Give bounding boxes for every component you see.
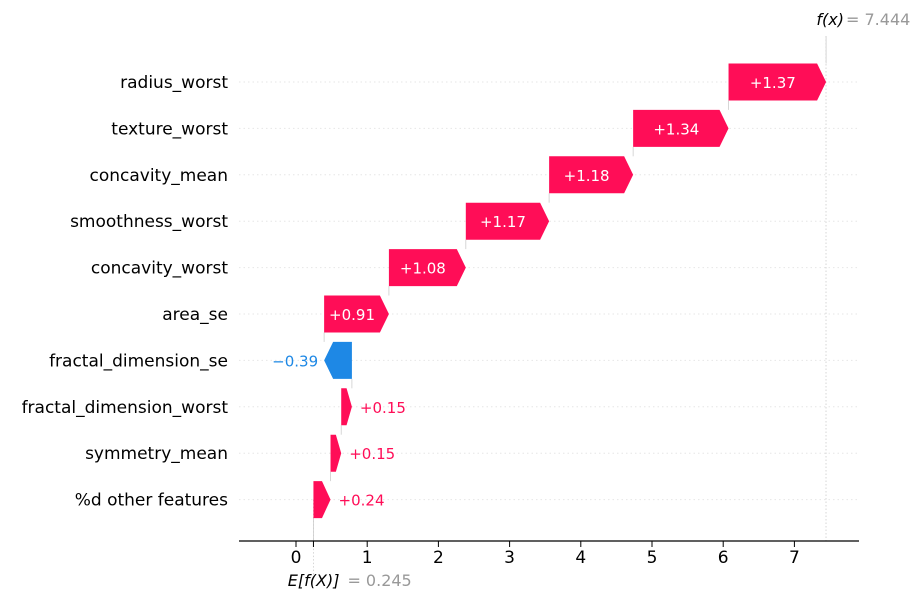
bar-positive bbox=[549, 156, 634, 194]
feature-label: fractal_dimension_se bbox=[49, 351, 228, 371]
bar-positive bbox=[330, 434, 342, 472]
x-tick-label: 3 bbox=[504, 548, 515, 568]
value-label: +1.18 bbox=[564, 167, 610, 185]
feature-label: texture_worst bbox=[111, 119, 228, 139]
output-value-label: f(x) bbox=[816, 10, 844, 29]
x-tick-label: 4 bbox=[575, 548, 586, 568]
value-label: −0.39 bbox=[272, 352, 318, 370]
value-label: +0.91 bbox=[329, 306, 375, 324]
base-value-label: E[f(X)] bbox=[288, 571, 340, 590]
bar-positive bbox=[341, 388, 352, 426]
feature-label: concavity_worst bbox=[91, 259, 228, 279]
output-value-annotation: f(x) = 7.444 bbox=[816, 10, 910, 29]
grid-layer bbox=[239, 36, 859, 576]
value-label: +1.34 bbox=[653, 120, 699, 138]
bar-negative bbox=[324, 341, 352, 379]
bar-positive bbox=[324, 295, 389, 333]
x-tick-label: 6 bbox=[718, 548, 729, 568]
feature-label: fractal_dimension_worst bbox=[22, 398, 229, 418]
output-value-text: = 7.444 bbox=[846, 10, 910, 29]
bar-layer bbox=[313, 63, 827, 519]
bar-positive bbox=[313, 481, 331, 519]
bar-positive bbox=[633, 109, 729, 147]
feature-label: symmetry_mean bbox=[85, 444, 228, 464]
value-label: +1.08 bbox=[400, 260, 446, 278]
x-axis: 0 1 2 3 4 5 6 7 bbox=[239, 540, 859, 568]
feature-label: smoothness_worst bbox=[70, 212, 228, 232]
bar-positive bbox=[465, 202, 550, 240]
value-label: +1.37 bbox=[750, 74, 796, 92]
connector-layer bbox=[313, 36, 827, 541]
x-tick-label: 7 bbox=[789, 548, 800, 568]
x-tick-label: 5 bbox=[647, 548, 658, 568]
x-tick-label: 1 bbox=[362, 548, 373, 568]
value-label: +1.17 bbox=[480, 213, 526, 231]
feature-label: concavity_mean bbox=[89, 166, 228, 186]
value-label: +0.24 bbox=[339, 492, 385, 510]
value-label: +0.15 bbox=[360, 399, 406, 417]
feature-label: %d other features bbox=[75, 491, 228, 511]
value-label: +0.15 bbox=[349, 445, 395, 463]
base-value-text: = 0.245 bbox=[347, 571, 411, 590]
x-tick-label: 0 bbox=[291, 548, 302, 568]
bar-positive bbox=[728, 63, 827, 101]
x-tick-label: 2 bbox=[433, 548, 444, 568]
label-layer: radius_worst +1.37 texture_worst +1.34 conca… bbox=[22, 73, 796, 511]
feature-label: radius_worst bbox=[120, 73, 228, 93]
base-value-annotation: E[f(X)] = 0.245 bbox=[288, 571, 412, 590]
feature-label: area_se bbox=[162, 305, 228, 325]
bar-positive bbox=[388, 249, 466, 287]
